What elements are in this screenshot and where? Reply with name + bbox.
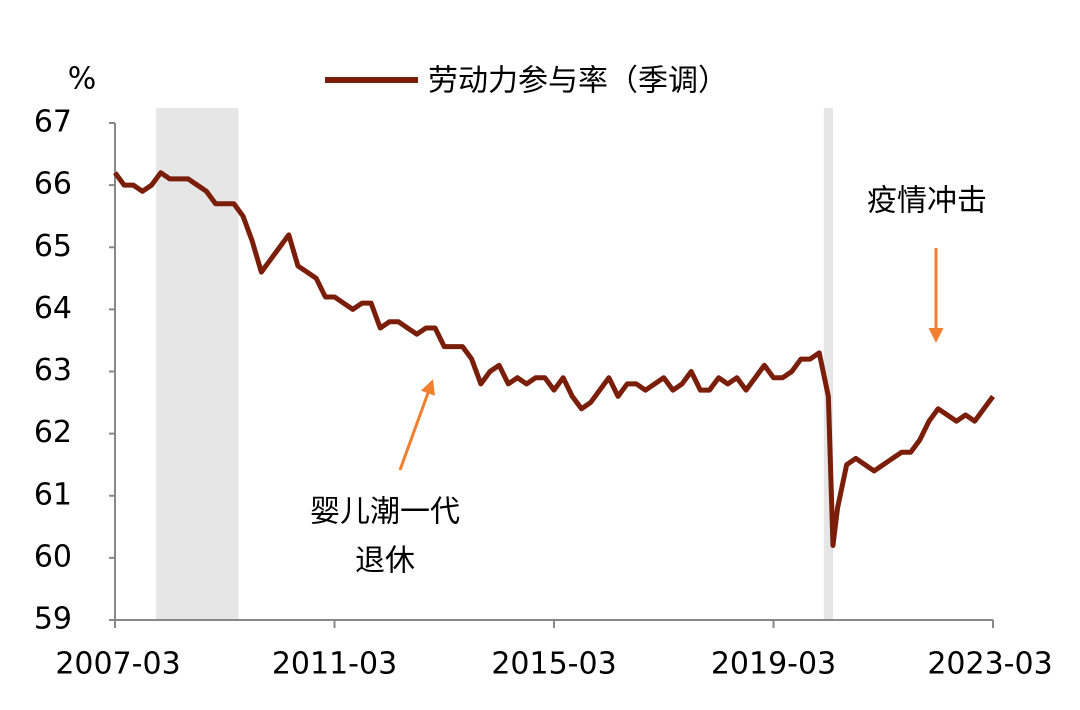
y-tick-label: 59 [34,602,72,637]
x-tick-label: 2011-03 [272,647,397,682]
shaded-period [823,108,833,620]
y-tick-label: 67 [34,105,72,140]
annotation: 婴儿潮一代 [310,495,460,530]
x-tick-label: 2019-03 [711,647,836,682]
x-tick-label: 2007-03 [55,647,180,682]
data-line [112,170,996,548]
legend-label: 劳动力参与率（季调） [428,64,728,99]
annotation: 退休 [355,544,415,579]
y-tick-label: 62 [34,415,72,450]
shaded-period [156,108,239,620]
y-tick-label: 64 [34,291,72,326]
y-tick-label: 65 [34,229,72,264]
y-tick-label: 66 [34,167,72,202]
y-tick-label: 60 [34,539,72,574]
y-unit: % [68,62,97,97]
x-tick-label: 2023-03 [927,647,1052,682]
annotation: 疫情冲击 [867,184,987,219]
y-tick-label: 63 [34,353,72,388]
arrow [398,379,435,471]
y-tick-label: 61 [34,477,72,512]
x-tick-label: 2015-03 [491,647,616,682]
